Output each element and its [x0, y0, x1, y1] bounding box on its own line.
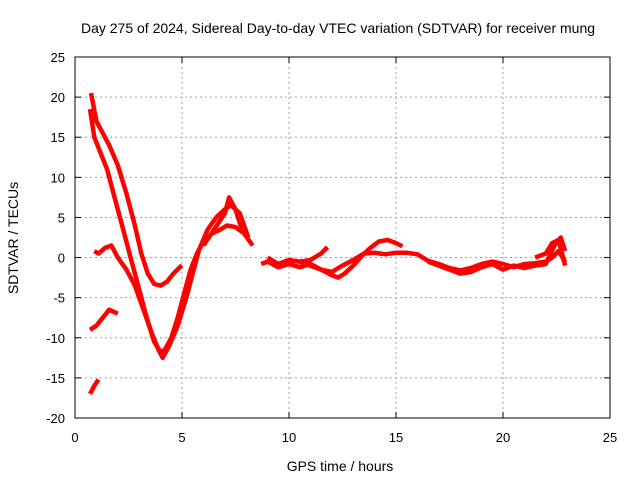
series-layer [87, 92, 568, 395]
x-tick-label: 5 [178, 430, 185, 445]
series-track-k [534, 237, 568, 267]
y-axis-label: SDTVAR / TECUs [5, 182, 21, 294]
chart-title: Day 275 of 2024, Sidereal Day-to-day VTE… [81, 20, 595, 36]
x-tick-label: 25 [603, 430, 617, 445]
y-tick-label: 5 [58, 210, 65, 225]
series-track-i [299, 245, 330, 264]
x-tick-label: 0 [71, 430, 78, 445]
y-tick-label: 20 [51, 90, 65, 105]
x-tick-label: 20 [496, 430, 510, 445]
y-tick-label: 15 [51, 130, 65, 145]
series-track-a [88, 92, 184, 288]
plot-frame [74, 56, 611, 419]
series-track-f [88, 378, 101, 395]
grid-layer [75, 57, 610, 418]
y-tick-label: -20 [46, 411, 65, 426]
series-track-c [93, 203, 251, 361]
y-tick-label: -10 [46, 331, 65, 346]
tick-layer: 0 5 10 15 20 25 -20 -15 -10 -5 0 5 10 15 20 25 [46, 50, 617, 445]
y-tick-label: 10 [51, 170, 65, 185]
x-tick-label: 10 [282, 430, 296, 445]
series-track-d [201, 195, 245, 247]
series-track-h [266, 237, 404, 280]
series-track-e [88, 307, 119, 332]
y-tick-label: 0 [58, 251, 65, 266]
x-axis-label: GPS time / hours [287, 458, 394, 474]
series-track-b [87, 108, 255, 355]
series-track-j [427, 235, 568, 276]
y-tick-label: 25 [51, 50, 65, 65]
y-tick-label: -15 [46, 371, 65, 386]
x-tick-label: 15 [389, 430, 403, 445]
y-tick-label: -5 [53, 291, 65, 306]
